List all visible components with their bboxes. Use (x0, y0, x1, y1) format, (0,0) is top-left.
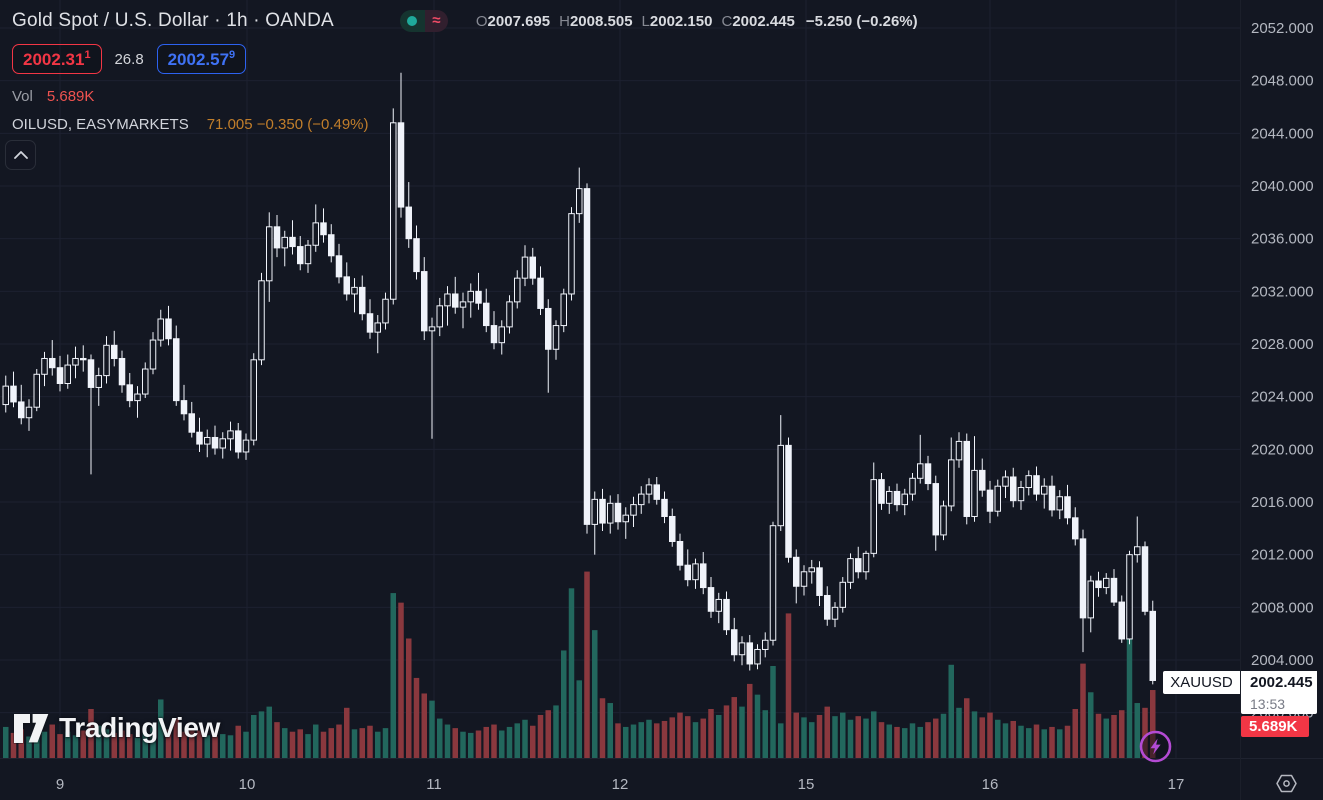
volume-label: Vol (12, 88, 33, 105)
svg-text:2004.000: 2004.000 (1251, 652, 1314, 669)
svg-text:2012.000: 2012.000 (1251, 547, 1314, 564)
market-status-pill[interactable]: ≈ (399, 10, 448, 32)
delayed-data-icon: ≈ (424, 10, 448, 32)
low-label: L (641, 12, 650, 30)
svg-text:16: 16 (982, 776, 999, 793)
high-value: 2008.505 (569, 12, 633, 30)
symbol-title[interactable]: Gold Spot / U.S. Dollar · 1h · OANDA (12, 10, 334, 31)
price-axis[interactable]: 2052.000 2048.000 2044.000 2040.000 2036.000… (1251, 20, 1314, 722)
grid-layer (0, 0, 1240, 758)
svg-text:11: 11 (426, 776, 442, 793)
symbol-price-tag: XAUUSD (1163, 671, 1240, 694)
svg-text:2048.000: 2048.000 (1251, 73, 1314, 90)
svg-text:9: 9 (56, 776, 64, 793)
svg-text:2028.000: 2028.000 (1251, 336, 1314, 353)
tradingview-logo-text: TradingView (59, 712, 221, 743)
svg-text:10: 10 (239, 776, 256, 793)
volume-layer (3, 571, 1156, 759)
svg-text:12: 12 (612, 776, 629, 793)
high-label: H (559, 12, 570, 30)
sell-bid-button[interactable]: 2002.311 (12, 44, 102, 74)
svg-text:2032.000: 2032.000 (1251, 283, 1314, 300)
svg-text:17: 17 (1168, 776, 1185, 793)
ohlc-values: O 2007.695 H 2008.505 L 2002.150 C 2002.445 −5.2… (476, 13, 918, 30)
svg-text:2052.000: 2052.000 (1251, 20, 1314, 37)
svg-text:15: 15 (798, 776, 815, 793)
tradingview-logo-icon (14, 713, 49, 743)
flag-icon[interactable] (354, 11, 374, 32)
svg-text:2036.000: 2036.000 (1251, 231, 1314, 248)
price-scale-settings-button[interactable] (1274, 771, 1298, 795)
bar-countdown-label: 13:53 (1241, 694, 1317, 714)
low-value: 2002.150 (649, 12, 713, 30)
time-axis[interactable]: 9 10 11 12 15 16 17 (56, 776, 1185, 793)
lightning-bolt-icon (1139, 730, 1172, 763)
svg-text:2008.000: 2008.000 (1251, 599, 1314, 616)
overlay-symbol-name: OILUSD, EASYMARKETS (12, 116, 189, 133)
volume-indicator-row[interactable]: Vol 5.689K (12, 88, 918, 105)
volume-axis-label: 5.689K (1241, 716, 1309, 737)
close-label: C (721, 12, 733, 30)
close-value: 2002.445 (732, 12, 795, 30)
svg-text:2016.000: 2016.000 (1251, 494, 1314, 511)
market-open-dot-icon (399, 10, 425, 32)
spread-value: 26.8 (114, 50, 144, 68)
overlay-symbol-row[interactable]: OILUSD, EASYMARKETS 71.005 −0.350 (−0.49… (12, 116, 918, 133)
gear-icon (1275, 774, 1297, 792)
change-value: −5.250 (−0.26%) (805, 12, 918, 30)
tradingview-logo[interactable]: TradingView (13, 712, 220, 744)
buy-ask-button[interactable]: 2002.579 (156, 44, 247, 74)
candles-layer (2, 72, 1156, 685)
open-label: O (475, 12, 488, 30)
volume-value: 5.689K (46, 88, 95, 105)
open-value: 2007.695 (487, 12, 551, 30)
svg-text:2020.000: 2020.000 (1251, 441, 1314, 458)
overlay-symbol-values: 71.005 −0.350 (−0.49%) (206, 116, 369, 133)
chevron-up-icon (13, 151, 28, 159)
legend: Gold Spot / U.S. Dollar · 1h · OANDA ≈ O… (12, 8, 918, 133)
collapse-legend-button[interactable] (5, 140, 36, 170)
svg-text:2044.000: 2044.000 (1251, 125, 1314, 142)
bid-ask-row: 2002.311 26.8 2002.579 (12, 44, 918, 74)
instant-trading-button[interactable] (1139, 730, 1172, 763)
last-price-label[interactable]: 2002.445 (1241, 671, 1317, 694)
svg-text:2040.000: 2040.000 (1251, 178, 1314, 195)
svg-text:2024.000: 2024.000 (1251, 389, 1314, 406)
legend-main-row: Gold Spot / U.S. Dollar · 1h · OANDA ≈ O… (12, 8, 918, 34)
